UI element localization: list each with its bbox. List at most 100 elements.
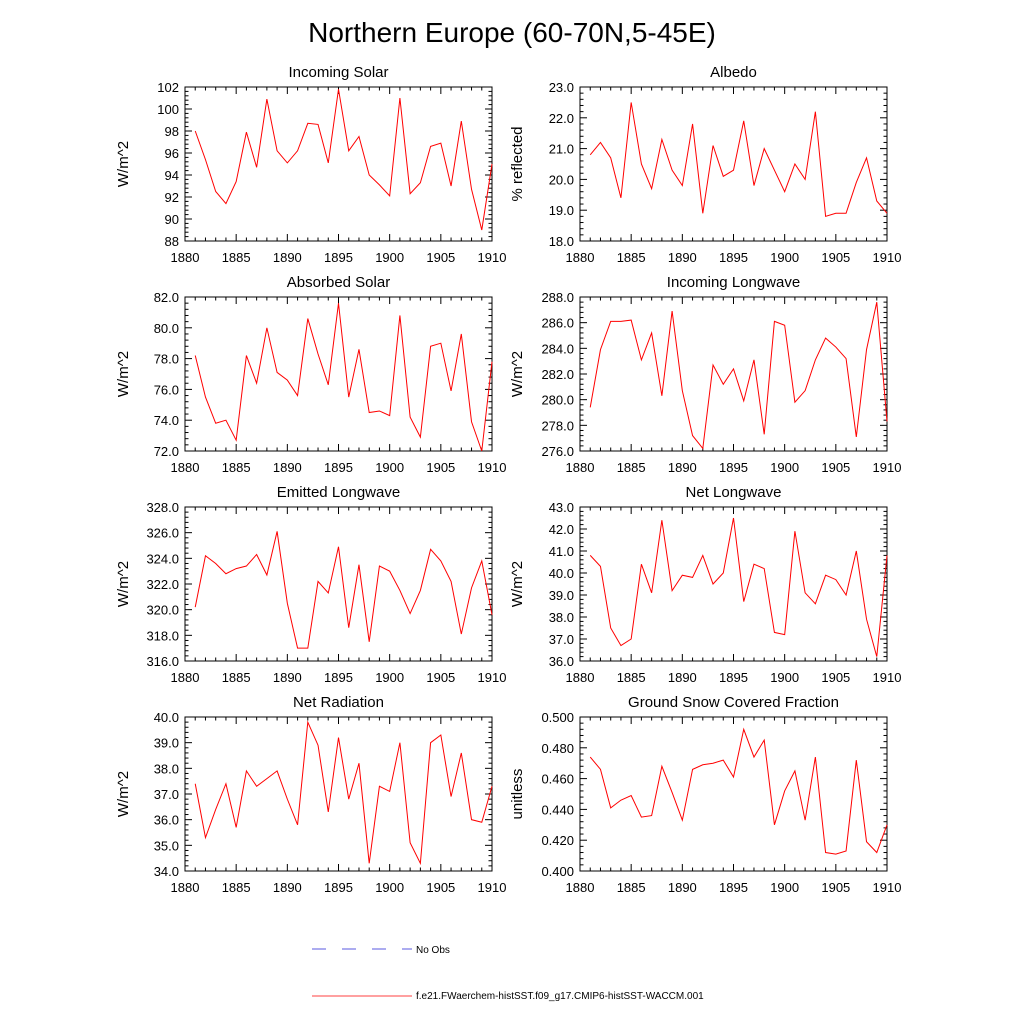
x-tick-label: 1885 [222,460,251,475]
series-line [589,727,888,855]
y-tick-label: 34.0 [154,864,179,879]
y-tick-label: 40.0 [549,566,574,581]
y-tick-label: 74.0 [154,413,179,428]
plot-frame [579,296,888,452]
y-tick-label: 100 [157,102,179,117]
x-tick-label: 1900 [375,460,404,475]
y-tick-label: 36.0 [549,654,574,669]
y-tick-label: 0.480 [541,741,574,756]
y-tick-label: 284.0 [541,341,574,356]
y-tick-label: 0.500 [541,710,574,725]
x-tick-label: 1880 [566,250,595,265]
y-tick-label: 92 [165,190,179,205]
panel-title: Net Radiation [293,694,384,711]
y-tick-label: 37.0 [154,787,179,802]
x-tick-label: 1905 [426,250,455,265]
y-tick-label: 78.0 [154,352,179,367]
y-tick-label: 22.0 [549,111,574,126]
y-tick-label: 322.0 [146,577,179,592]
x-tick-label: 1880 [566,460,595,475]
y-tick-label: 320.0 [146,603,179,618]
y-tick-label: 276.0 [541,444,574,459]
y-axis-label: W/m^2 [115,771,132,817]
y-tick-label: 98 [165,124,179,139]
page-title: Northern Europe (60-70N,5-45E) [308,17,716,48]
y-tick-label: 19.0 [549,203,574,218]
y-tick-label: 39.0 [549,588,574,603]
x-tick-label: 1910 [478,250,507,265]
y-tick-label: 18.0 [549,234,574,249]
x-tick-label: 1900 [770,460,799,475]
x-tick-label: 1905 [426,670,455,685]
y-tick-label: 282.0 [541,367,574,382]
y-tick-label: 38.0 [549,610,574,625]
y-tick-label: 316.0 [146,654,179,669]
x-tick-label: 1910 [478,670,507,685]
x-tick-label: 1895 [324,670,353,685]
x-tick-label: 1900 [770,670,799,685]
panel-title: Incoming Solar [288,64,388,81]
panel-title: Emitted Longwave [277,484,400,501]
series-line [194,720,493,866]
x-tick-label: 1890 [273,460,302,475]
x-tick-label: 1895 [719,460,748,475]
y-tick-label: 41.0 [549,544,574,559]
y-tick-label: 94 [165,168,179,183]
y-tick-label: 102 [157,80,179,95]
series-line [589,302,888,450]
x-tick-label: 1910 [873,460,902,475]
y-tick-label: 21.0 [549,142,574,157]
plot-frame [579,86,888,242]
x-tick-label: 1890 [668,460,697,475]
series-line [194,531,493,649]
y-tick-label: 20.0 [549,172,574,187]
y-axis-label: % reflected [509,126,526,201]
y-tick-label: 280.0 [541,393,574,408]
x-tick-label: 1880 [171,880,200,895]
legend-label: f.e21.FWaerchem-histSST.f09_g17.CMIP6-hi… [416,991,704,1002]
x-tick-label: 1895 [324,460,353,475]
x-tick-label: 1905 [821,880,850,895]
y-tick-label: 43.0 [549,500,574,515]
x-tick-label: 1910 [478,460,507,475]
panel-title: Net Longwave [686,484,782,501]
x-tick-label: 1890 [668,250,697,265]
panel-title: Absorbed Solar [287,274,390,291]
y-tick-label: 42.0 [549,522,574,537]
panel-7: 1880 1885 1890 1895 1900 1905 1910 34.0 35.0 36.0… [115,694,506,895]
x-tick-label: 1880 [171,460,200,475]
panel-6: 1880 1885 1890 1895 1900 1905 1910 36.0 37.0 38.0… [509,484,901,685]
panel-2: 1880 1885 1890 1895 1900 1905 1910 18.0 19.0 20.0… [509,64,901,265]
x-tick-label: 1890 [273,880,302,895]
x-tick-label: 1880 [171,670,200,685]
y-tick-label: 36.0 [154,813,179,828]
x-tick-label: 1880 [171,250,200,265]
y-tick-label: 326.0 [146,526,179,541]
x-tick-label: 1905 [821,460,850,475]
y-tick-label: 38.0 [154,761,179,776]
plot-frame [184,296,493,452]
x-tick-label: 1900 [770,880,799,895]
y-tick-label: 80.0 [154,321,179,336]
y-tick-label: 0.460 [541,772,574,787]
series-line [589,102,888,218]
panel-title: Ground Snow Covered Fraction [628,694,839,711]
y-tick-label: 318.0 [146,628,179,643]
panel-8: 1880 1885 1890 1895 1900 1905 1910 0.400 0.420 0.… [509,694,901,895]
x-tick-label: 1905 [821,670,850,685]
x-tick-label: 1895 [324,250,353,265]
y-tick-label: 37.0 [549,632,574,647]
x-tick-label: 1895 [719,670,748,685]
y-tick-label: 35.0 [154,838,179,853]
x-tick-label: 1885 [222,250,251,265]
plot-frame [579,716,888,872]
y-tick-label: 286.0 [541,316,574,331]
panel-5: 1880 1885 1890 1895 1900 1905 1910 316.0 318.0 32… [115,484,506,685]
x-tick-label: 1885 [617,250,646,265]
y-tick-label: 23.0 [549,80,574,95]
y-tick-label: 76.0 [154,382,179,397]
x-tick-label: 1880 [566,670,595,685]
panel-title: Incoming Longwave [667,274,800,291]
x-tick-label: 1890 [273,670,302,685]
x-tick-label: 1910 [873,250,902,265]
